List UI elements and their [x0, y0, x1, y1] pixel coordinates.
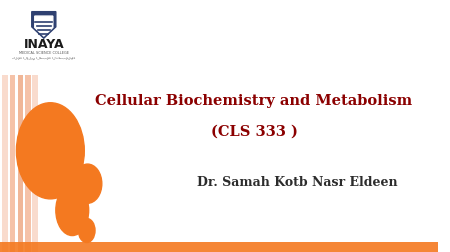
Text: Dr. Samah Kotb Nasr Eldeen: Dr. Samah Kotb Nasr Eldeen: [198, 175, 398, 188]
Ellipse shape: [78, 218, 95, 242]
Text: كلية العلوم الطبية التطبيقية: كلية العلوم الطبية التطبيقية: [12, 56, 76, 60]
Bar: [25, 0, 31, 252]
Text: Cellular Biochemistry and Metabolism: Cellular Biochemistry and Metabolism: [95, 94, 413, 108]
Bar: [32, 0, 38, 252]
Polygon shape: [32, 13, 56, 39]
Text: INAYA: INAYA: [23, 38, 64, 51]
Bar: [0, 0, 140, 76]
Ellipse shape: [16, 103, 84, 199]
Ellipse shape: [56, 185, 89, 236]
Polygon shape: [35, 17, 53, 37]
Text: (CLS 333 ): (CLS 333 ): [211, 124, 297, 138]
Text: MEDICAL SCIENCE COLLEGE: MEDICAL SCIENCE COLLEGE: [19, 51, 69, 55]
Bar: [18, 0, 23, 252]
Bar: [0, 242, 438, 252]
Bar: [9, 0, 15, 252]
Ellipse shape: [73, 164, 102, 204]
Bar: [2, 0, 8, 252]
